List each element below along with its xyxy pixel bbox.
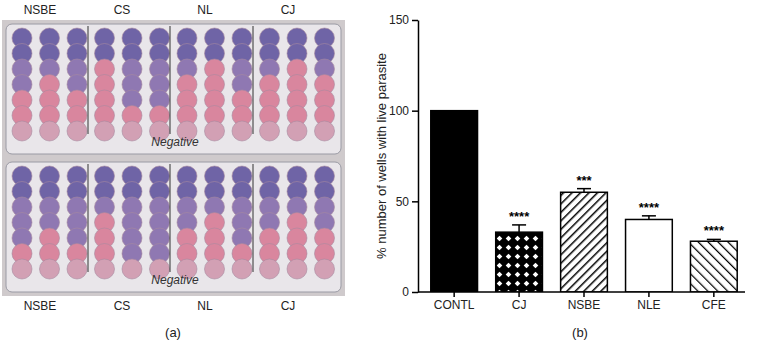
panel-label: (b) — [572, 325, 588, 340]
y-axis-title: % number of wells with live parasite — [374, 53, 389, 259]
photo-label: NL — [197, 299, 213, 313]
error-bar — [707, 239, 721, 241]
photo-label: NSBE — [24, 299, 57, 313]
y-axis-line — [418, 21, 420, 293]
bar — [626, 219, 673, 292]
x-tick: CFE — [702, 292, 726, 312]
error-bar — [512, 225, 526, 232]
plate — [6, 24, 341, 154]
y-tick-label: 0 — [402, 285, 409, 299]
plot-area — [431, 111, 737, 292]
y-tick-mark — [412, 20, 418, 22]
x-tick: NSBE — [568, 292, 601, 312]
x-tick-mark — [453, 292, 455, 297]
x-tick-label: CFE — [702, 298, 726, 312]
well — [40, 259, 60, 279]
well — [260, 259, 280, 279]
y-tick-label: 150 — [389, 13, 409, 27]
error-cap — [642, 215, 656, 217]
y-tick: 50 — [396, 195, 418, 209]
x-tick: CJ — [512, 292, 527, 312]
divider — [170, 26, 171, 134]
photo-label: NSBE — [24, 3, 57, 17]
plate-label: Negative — [151, 135, 199, 149]
well — [95, 259, 115, 279]
x-tick-label: NSBE — [568, 298, 601, 312]
x-tick: NLE — [637, 292, 660, 312]
well — [67, 121, 87, 141]
x-tick-mark — [518, 292, 520, 297]
panel-label: (a) — [165, 325, 181, 340]
bar — [561, 192, 608, 292]
y-tick: 0 — [402, 285, 418, 299]
error-bar — [577, 189, 591, 193]
well — [315, 121, 335, 141]
divider — [88, 26, 89, 134]
well — [95, 121, 115, 141]
photo-background — [2, 20, 345, 296]
divider — [170, 164, 171, 272]
divider — [253, 164, 254, 272]
annotation: **** — [509, 209, 530, 224]
x-tick-mark — [648, 292, 650, 297]
x-axis-line — [418, 291, 745, 293]
bar — [496, 232, 543, 292]
error-cap — [577, 188, 591, 190]
error-bar — [642, 216, 656, 220]
x-tick-mark — [713, 292, 715, 297]
well — [232, 121, 252, 141]
well — [315, 259, 335, 279]
well — [205, 121, 225, 141]
error-line — [518, 225, 520, 232]
well — [67, 259, 87, 279]
x-tick-label: NLE — [637, 298, 660, 312]
y-tick-mark — [412, 292, 418, 294]
error-cap — [707, 239, 721, 241]
well — [287, 121, 307, 141]
y-tick-label: 50 — [396, 195, 410, 209]
bar — [431, 111, 478, 292]
y-tick-label: 100 — [389, 104, 409, 118]
divider — [88, 164, 89, 272]
photo-panel: Negative Negative NSBE CS NL CJ NSBE CS NL CJ — [2, 3, 345, 313]
x-tick: CONTL — [434, 292, 475, 312]
annotation: *** — [576, 173, 592, 188]
photo-label: CS — [114, 299, 131, 313]
x-tick-mark — [583, 292, 585, 297]
annotation: **** — [704, 223, 725, 238]
well — [12, 259, 32, 279]
well — [287, 259, 307, 279]
well — [12, 121, 32, 141]
well — [260, 121, 280, 141]
x-tick-label: CONTL — [434, 298, 475, 312]
well — [122, 259, 142, 279]
x-tick-label: CJ — [512, 298, 527, 312]
well — [122, 121, 142, 141]
well — [40, 121, 60, 141]
y-tick-mark — [412, 110, 418, 112]
x-axis: CONTL CJ NSBE NLE CFE — [418, 292, 745, 312]
plate-label: Negative — [151, 273, 199, 287]
error-cap — [512, 224, 526, 226]
divider — [253, 26, 254, 134]
well — [205, 259, 225, 279]
photo-label: CS — [114, 3, 131, 17]
photo-label: CJ — [281, 3, 296, 17]
y-tick-mark — [412, 201, 418, 203]
well — [232, 259, 252, 279]
y-tick: 100 — [389, 104, 418, 118]
photo-label: NL — [197, 3, 213, 17]
plate — [6, 162, 341, 292]
annotation: **** — [639, 200, 660, 215]
photo-label: CJ — [281, 299, 296, 313]
bar — [690, 241, 737, 292]
y-tick: 150 — [389, 13, 418, 27]
y-axis: 0 50 100 150 — [389, 13, 419, 299]
